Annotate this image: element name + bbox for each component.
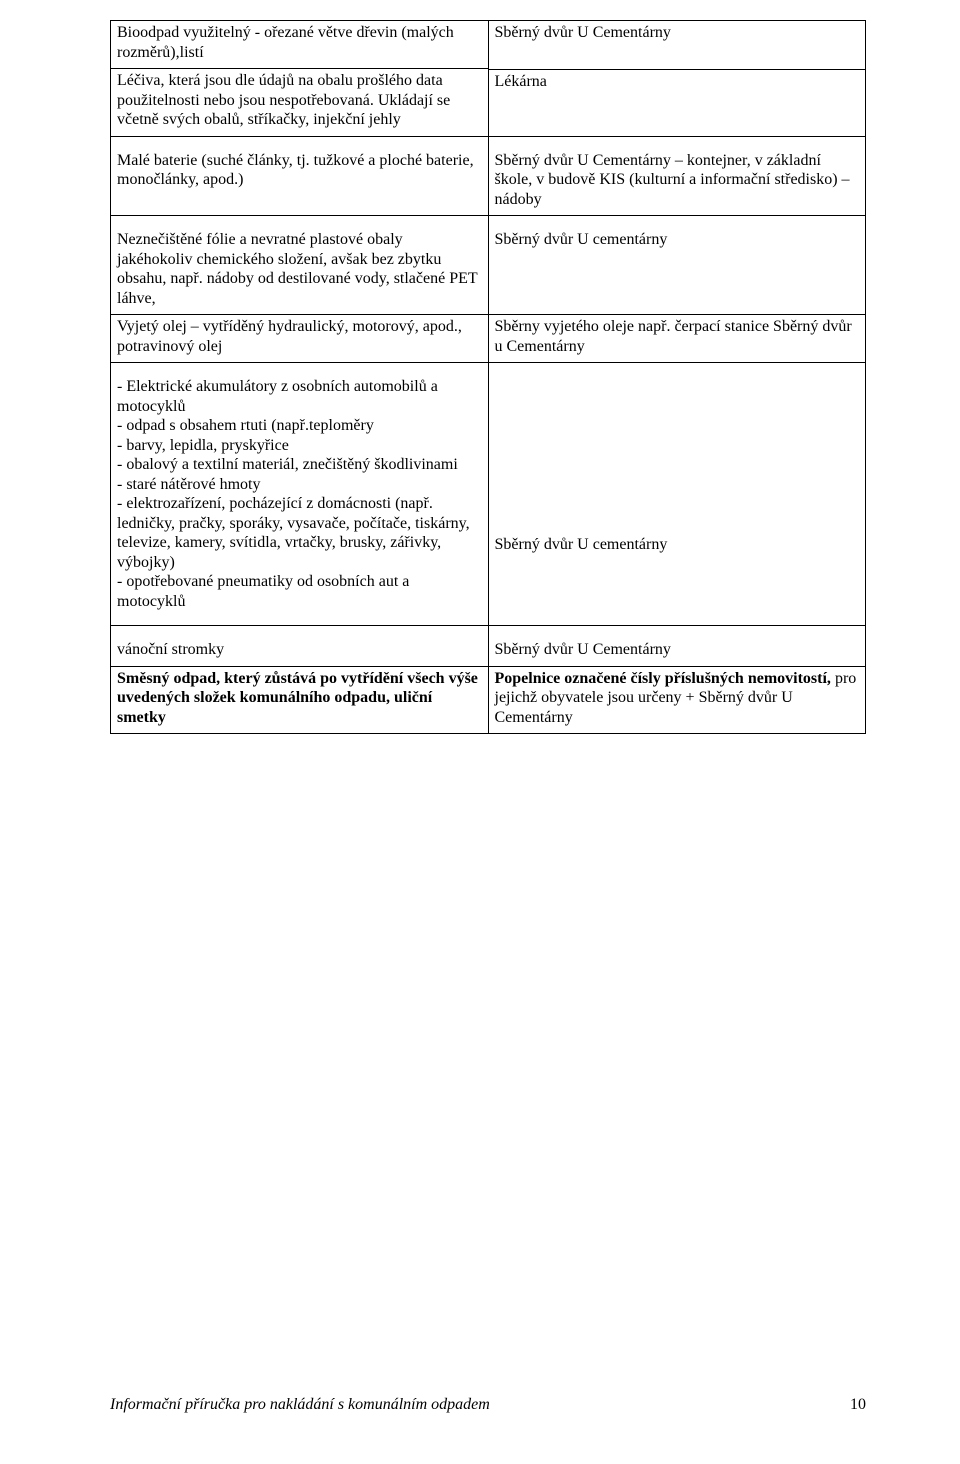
cell-right: Sběrný dvůr U Cementárny Lékárna: [488, 21, 866, 137]
cell-text: - Elektrické akumulátory z osobních auto…: [117, 378, 470, 610]
cell-text: Léčiva, která jsou dle údajů na obalu pr…: [117, 72, 450, 128]
cell-left: Léčiva, která jsou dle údajů na obalu pr…: [111, 69, 489, 137]
cell-text: vánoční stromky: [117, 641, 224, 658]
cell-right: Sběrný dvůr U Cementárny: [488, 626, 866, 667]
cell-right: Sběrny vyjetého oleje např. čerpací stan…: [488, 315, 866, 363]
cell-text: Sběrny vyjetého oleje např. čerpací stan…: [495, 318, 852, 355]
cell-left: Neznečištěné fólie a nevratné plastové o…: [111, 216, 489, 315]
cell-left: Bioodpad využitelný - ořezané větve dřev…: [111, 21, 489, 69]
table-row: Neznečištěné fólie a nevratné plastové o…: [111, 216, 866, 315]
table-row: vánoční stromky Sběrný dvůr U Cementárny: [111, 626, 866, 667]
cell-right: Sběrný dvůr U Cementárny – kontejner, v …: [488, 136, 866, 216]
table-row: Malé baterie (suché články, tj. tužkové …: [111, 136, 866, 216]
cell-text: Malé baterie (suché články, tj. tužkové …: [117, 152, 474, 189]
cell-text-bold: Popelnice označené čísly příslušných nem…: [495, 670, 831, 687]
table-row: - Elektrické akumulátory z osobních auto…: [111, 363, 866, 626]
table-row: Bioodpad využitelný - ořezané větve dřev…: [111, 21, 866, 69]
cell-text: Lékárna: [495, 73, 547, 90]
cell-left: Směsný odpad, který zůstává po vytřídění…: [111, 666, 489, 734]
cell-text: Sběrný dvůr U Cementárny – kontejner, v …: [495, 152, 850, 208]
cell-text: Sběrný dvůr U cementárny: [495, 231, 668, 248]
page: Bioodpad využitelný - ořezané větve dřev…: [0, 0, 960, 1464]
table-row: Směsný odpad, který zůstává po vytřídění…: [111, 666, 866, 734]
footer-text: Informační příručka pro nakládání s komu…: [110, 1396, 490, 1414]
cell-text: Sběrný dvůr U Cementárny: [495, 24, 671, 41]
cell-text: Sběrný dvůr U cementárny: [495, 536, 668, 553]
waste-table: Bioodpad využitelný - ořezané větve dřev…: [110, 20, 866, 734]
cell-left: Malé baterie (suché články, tj. tužkové …: [111, 136, 489, 216]
cell-text: Směsný odpad, který zůstává po vytřídění…: [117, 670, 478, 726]
table-row: Vyjetý olej – vytříděný hydraulický, mot…: [111, 315, 866, 363]
cell-right: Sběrný dvůr U cementárny: [488, 363, 866, 626]
cell-right: Popelnice označené čísly příslušných nem…: [488, 666, 866, 734]
cell-left: vánoční stromky: [111, 626, 489, 667]
cell-right: Sběrný dvůr U cementárny: [488, 216, 866, 315]
cell-text: Neznečištěné fólie a nevratné plastové o…: [117, 231, 477, 307]
cell-text: Vyjetý olej – vytříděný hydraulický, mot…: [117, 318, 462, 355]
cell-left: - Elektrické akumulátory z osobních auto…: [111, 363, 489, 626]
cell-text: Sběrný dvůr U Cementárny: [495, 641, 671, 658]
page-footer: Informační příručka pro nakládání s komu…: [110, 1396, 866, 1414]
cell-text: Bioodpad využitelný - ořezané větve dřev…: [117, 24, 454, 61]
page-number: 10: [850, 1396, 866, 1414]
cell-left: Vyjetý olej – vytříděný hydraulický, mot…: [111, 315, 489, 363]
